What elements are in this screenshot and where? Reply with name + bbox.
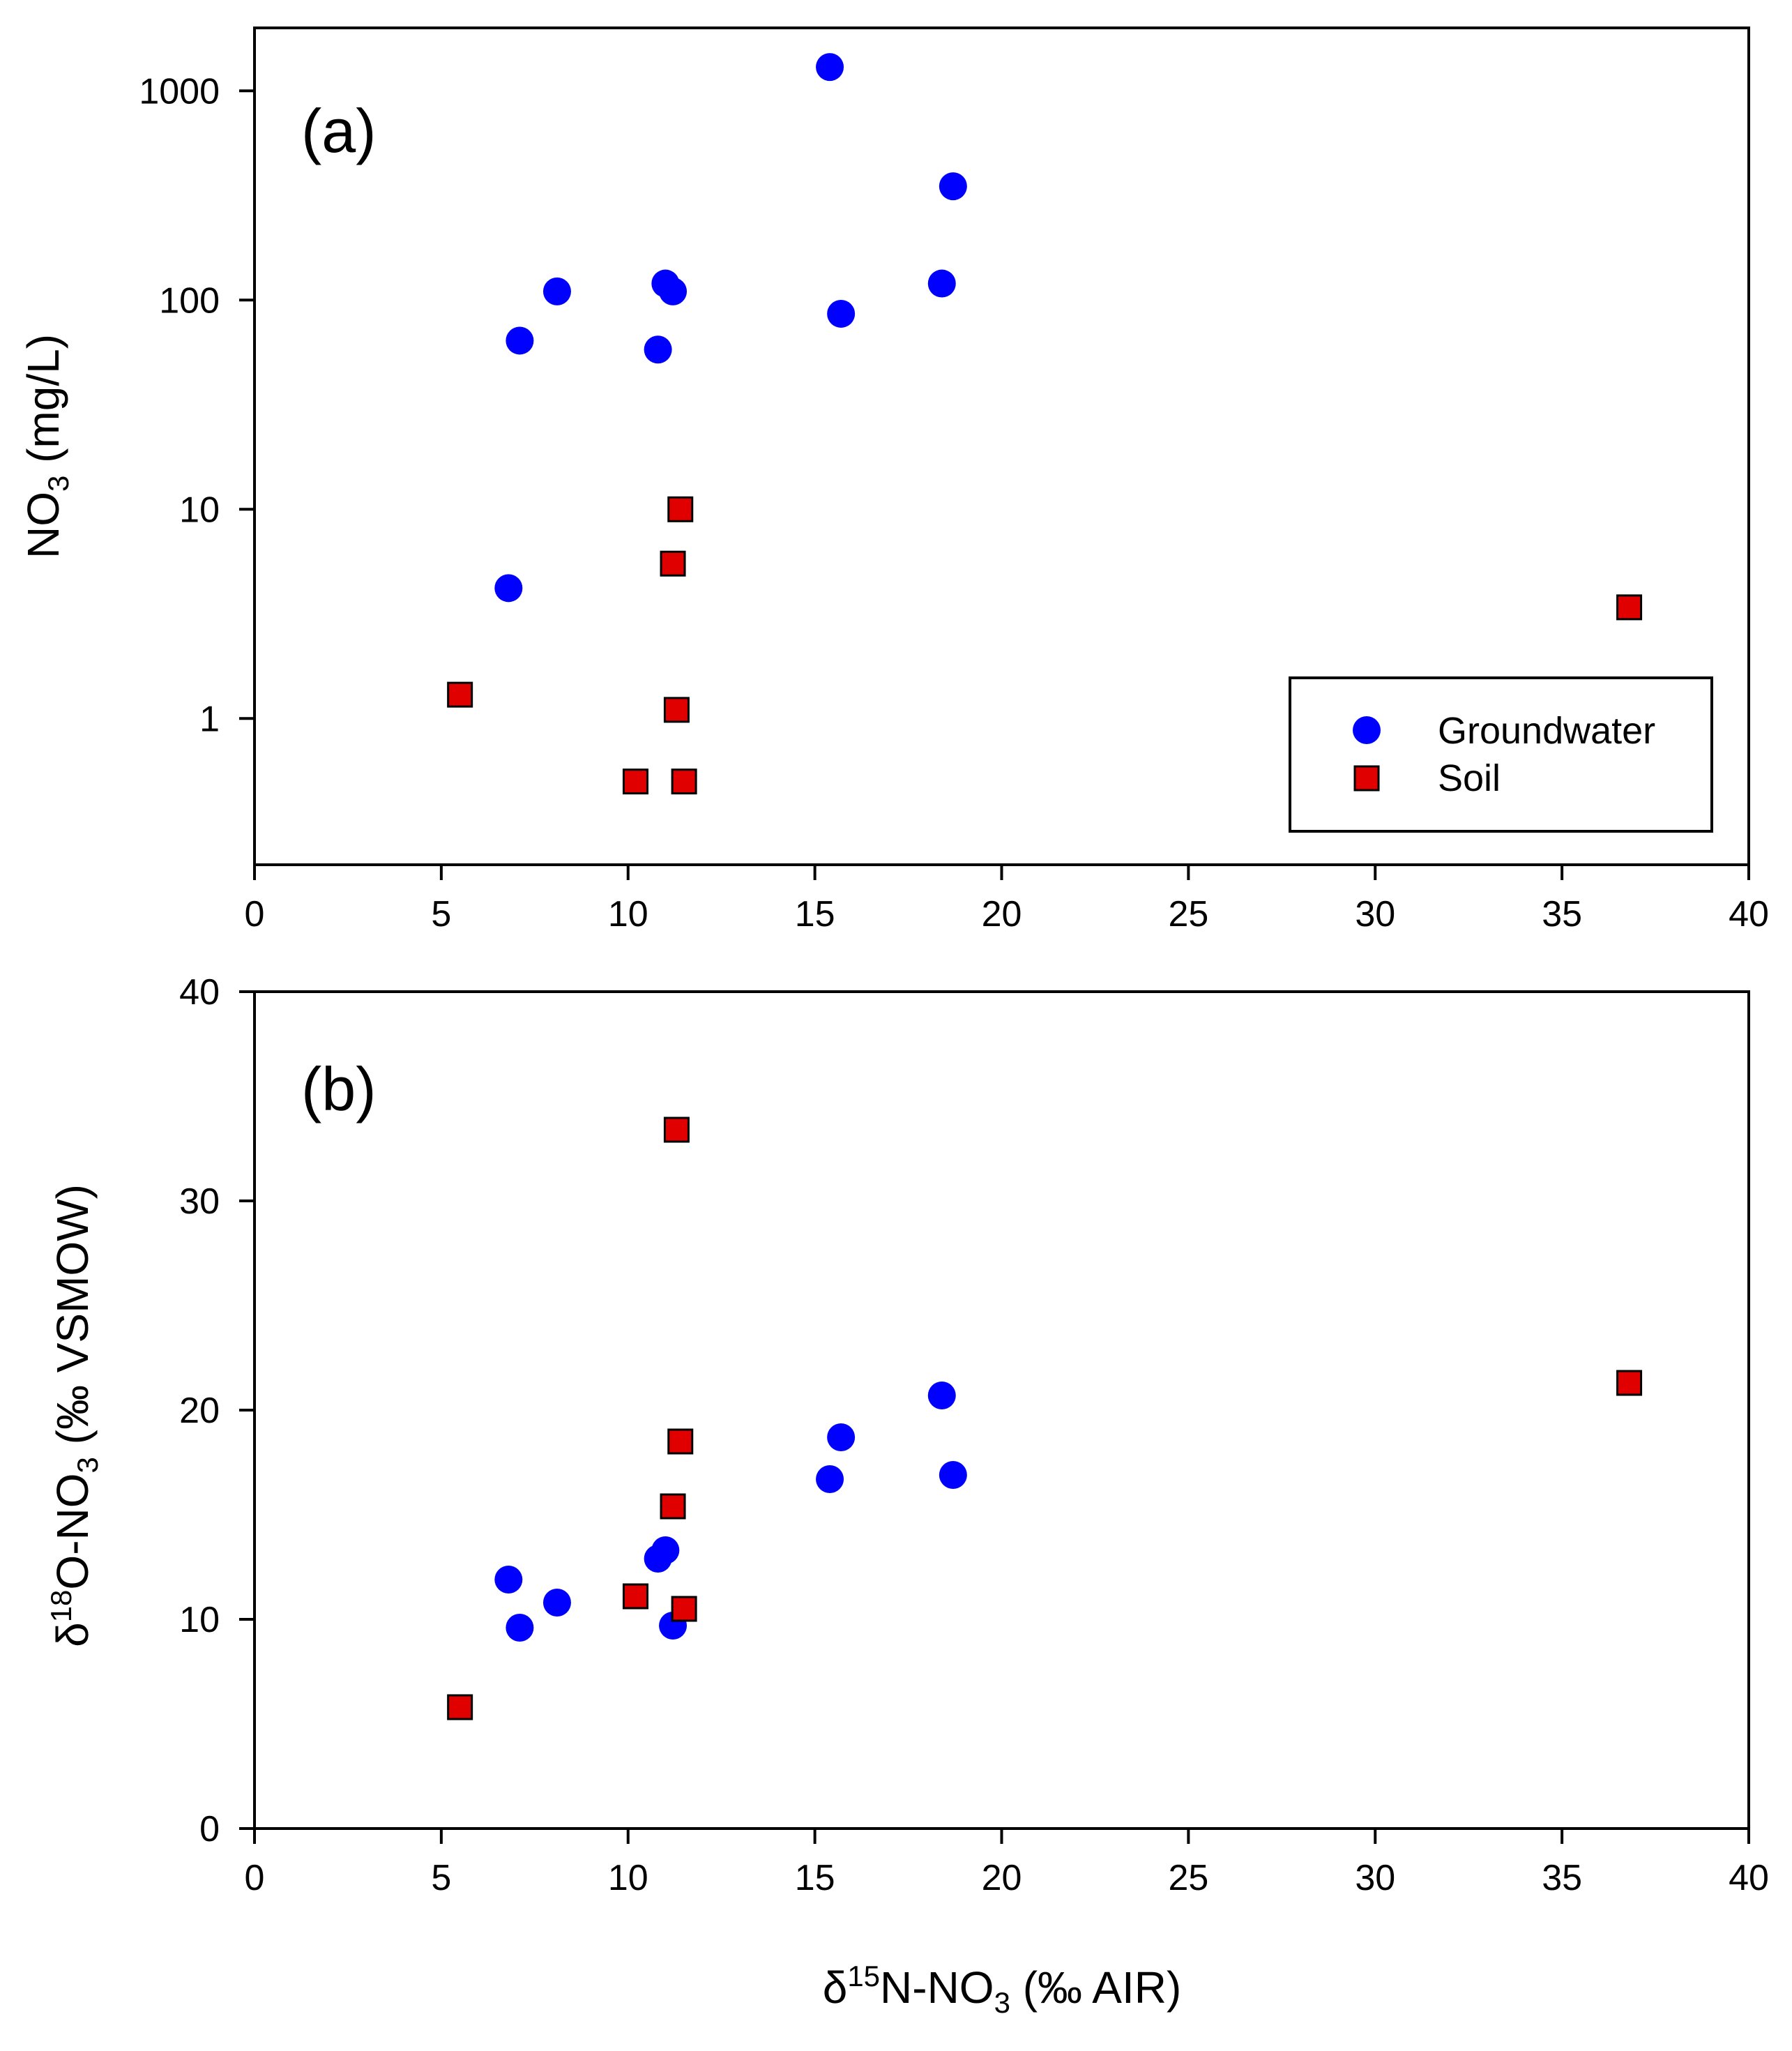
- groundwater-point: [542, 277, 571, 305]
- panel-b-x-title-sup: 15: [847, 1960, 880, 1992]
- panel-a-y-title-sub: 3: [42, 476, 75, 492]
- soil-point: [447, 1694, 473, 1720]
- panel-b-y-title-suffix: (‰ VSMOW): [47, 1184, 98, 1457]
- panel-b-x-title-main: N-NO: [880, 1962, 994, 2013]
- panel-a-y-axis-title: NO3 (mg/L): [18, 334, 75, 559]
- soil-point: [663, 1117, 690, 1143]
- soil-point: [667, 496, 694, 522]
- panel-a-y-tick-label: 100: [159, 280, 220, 321]
- panel-b-x-title-sub: 3: [994, 1986, 1010, 2019]
- panel-b-x-tick-label: 0: [245, 1858, 265, 1898]
- panel-a-y-title-suffix: (mg/L): [18, 334, 68, 476]
- panel-b-x-tick-label: 5: [431, 1858, 451, 1898]
- panel-b-x-axis: 0 5 10 15 20 25 30 35 40: [245, 1829, 1769, 1898]
- panel-b-y-axis: 0 10 20 30 40: [179, 972, 255, 1849]
- groundwater-point: [939, 172, 967, 201]
- groundwater-point: [494, 1566, 523, 1594]
- panel-b: 0 5 10 15 20 25 30 35 40 0 10 20 30 40 (b) δ18O-NO3 …: [45, 972, 1769, 2019]
- panel-a-y-axis: 1 10 100 1000: [139, 71, 255, 739]
- panel-b-y-title-sub: 3: [71, 1457, 104, 1473]
- groundwater-point: [816, 53, 844, 82]
- soil-point: [660, 550, 686, 577]
- soil-point: [1616, 594, 1643, 621]
- legend-groundwater-marker: [1353, 716, 1381, 744]
- groundwater-point: [542, 1589, 571, 1617]
- groundwater-point: [506, 326, 534, 355]
- panel-b-points: [447, 1117, 1643, 1720]
- groundwater-point: [927, 269, 956, 298]
- panel-b-x-title-delta: δ: [823, 1962, 848, 2013]
- panel-b-x-title-suffix: (‰ AIR): [1010, 1962, 1181, 2013]
- panel-a-points: [447, 53, 1643, 795]
- panel-a-x-tick-label: 5: [431, 894, 451, 934]
- panel-a-x-tick-label: 35: [1542, 894, 1582, 934]
- soil-point: [447, 681, 473, 708]
- panel-a-x-tick-label: 0: [245, 894, 265, 934]
- panel-b-y-title-delta: δ: [47, 1622, 98, 1647]
- soil-point: [1616, 1370, 1643, 1396]
- panel-a-x-tick-label: 10: [608, 894, 648, 934]
- panel-b-y-tick-label: 20: [179, 1391, 220, 1431]
- panel-a-x-tick-label: 20: [982, 894, 1022, 934]
- panel-b-y-tick-label: 0: [199, 1809, 220, 1849]
- panel-a: 0 5 10 15 20 25 30 35 40 1 10 100 1000 (a) Groundwa…: [18, 27, 1769, 934]
- legend-soil-label: Soil: [1438, 757, 1501, 799]
- panel-b-y-tick-label: 10: [179, 1600, 220, 1640]
- panel-b-x-tick-label: 25: [1168, 1858, 1208, 1898]
- legend-groundwater-label: Groundwater: [1438, 710, 1655, 752]
- soil-point: [622, 769, 648, 795]
- groundwater-point: [927, 1382, 956, 1409]
- legend-soil-marker: [1353, 765, 1380, 792]
- groundwater-point: [939, 1461, 967, 1489]
- panel-a-x-tick-label: 15: [795, 894, 835, 934]
- panel-b-y-axis-title: δ18O-NO3 (‰ VSMOW): [45, 1184, 104, 1647]
- panel-b-x-tick-label: 20: [982, 1858, 1022, 1898]
- soil-point: [622, 1583, 648, 1610]
- soil-point: [663, 697, 690, 723]
- panel-a-y-tick-label: 10: [179, 490, 220, 530]
- panel-b-x-axis-title: δ15N-NO3 (‰ AIR): [823, 1960, 1182, 2019]
- panel-a-y-tick-label: 1000: [139, 71, 220, 112]
- groundwater-point: [651, 1536, 680, 1564]
- groundwater-point: [506, 1614, 534, 1642]
- soil-point: [667, 1428, 694, 1455]
- panel-b-y-title-sup: 18: [45, 1590, 77, 1623]
- panel-b-y-tick-label: 30: [179, 1181, 220, 1222]
- soil-point: [660, 1493, 686, 1520]
- panel-a-label: (a): [301, 96, 377, 165]
- panel-b-x-tick-label: 10: [608, 1858, 648, 1898]
- groundwater-point: [659, 277, 688, 305]
- panel-b-y-title-main: O-NO: [47, 1473, 98, 1589]
- groundwater-point: [827, 1423, 856, 1451]
- panel-a-x-tick-label: 40: [1729, 894, 1769, 934]
- panel-b-y-tick-label: 40: [179, 972, 220, 1013]
- legend: Groundwater Soil: [1289, 676, 1713, 833]
- panel-a-x-tick-label: 25: [1168, 894, 1208, 934]
- panel-a-y-title-main: NO: [18, 492, 68, 559]
- panel-a-y-tick-label: 1: [199, 699, 220, 739]
- panel-b-x-tick-label: 15: [795, 1858, 835, 1898]
- panel-a-x-axis: 0 5 10 15 20 25 30 35 40: [245, 865, 1769, 934]
- panel-b-x-tick-label: 35: [1542, 1858, 1582, 1898]
- groundwater-point: [827, 299, 856, 328]
- panel-b-x-tick-label: 30: [1355, 1858, 1395, 1898]
- soil-point: [671, 1596, 697, 1622]
- groundwater-point: [644, 335, 672, 364]
- soil-point: [671, 769, 697, 795]
- groundwater-point: [494, 574, 523, 603]
- panel-b-plot-frame: [253, 990, 1750, 1830]
- panel-a-x-tick-label: 30: [1355, 894, 1395, 934]
- legend-box: [1289, 676, 1713, 833]
- groundwater-point: [816, 1465, 844, 1493]
- panel-b-label: (b): [301, 1054, 377, 1123]
- panel-b-x-tick-label: 40: [1729, 1858, 1769, 1898]
